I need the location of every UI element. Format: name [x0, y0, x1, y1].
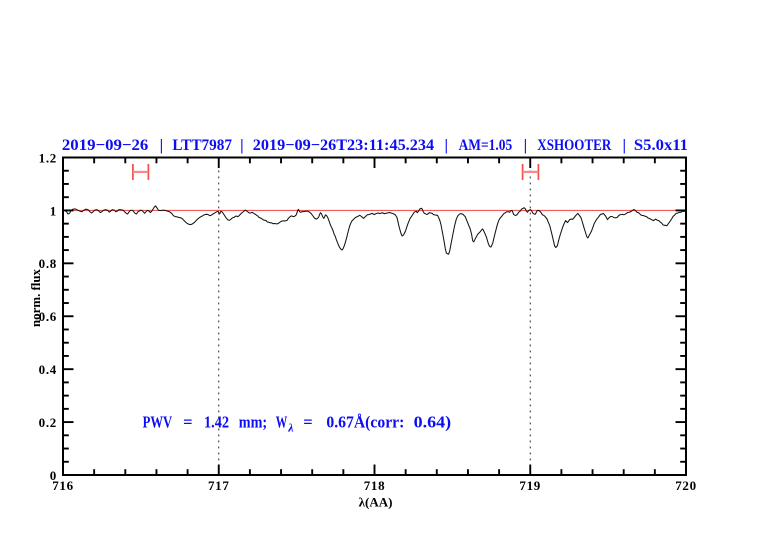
- svg-text:λ: λ: [287, 420, 294, 434]
- svg-text:AM=1.05: AM=1.05: [459, 137, 513, 154]
- svg-text:1: 1: [50, 203, 57, 218]
- svg-text:|: |: [240, 137, 244, 154]
- svg-text:2019−09−26: 2019−09−26: [62, 137, 148, 154]
- svg-text:W: W: [276, 413, 288, 432]
- svg-text:LTT7987: LTT7987: [172, 137, 232, 154]
- svg-text:=: =: [183, 413, 192, 432]
- svg-text:XSHOOTER: XSHOOTER: [537, 137, 611, 154]
- svg-text:2019−09−26T23:11:45.234: 2019−09−26T23:11:45.234: [253, 137, 434, 154]
- svg-text:|: |: [445, 137, 449, 154]
- svg-text:norm. flux: norm. flux: [28, 269, 43, 327]
- svg-text:PWV: PWV: [143, 413, 173, 432]
- svg-text:0.4: 0.4: [39, 362, 57, 377]
- svg-text:|: |: [524, 137, 528, 154]
- svg-text:716: 716: [52, 478, 74, 493]
- svg-text:718: 718: [364, 478, 386, 493]
- svg-text:=: =: [303, 413, 312, 432]
- svg-text:719: 719: [519, 478, 541, 493]
- svg-text:|: |: [160, 137, 164, 154]
- svg-text:0.64): 0.64): [414, 413, 452, 432]
- svg-text:S5.0x11: S5.0x11: [634, 137, 688, 154]
- svg-text:1.2: 1.2: [39, 150, 57, 165]
- svg-text:717: 717: [208, 478, 230, 493]
- svg-text:λ(AA): λ(AA): [359, 495, 393, 510]
- svg-text:720: 720: [675, 478, 697, 493]
- svg-text:0: 0: [50, 468, 57, 483]
- svg-text:mm;: mm;: [239, 413, 267, 432]
- svg-text:0.2: 0.2: [39, 415, 57, 430]
- svg-text:|: |: [623, 137, 627, 154]
- svg-text:0.8: 0.8: [39, 256, 57, 271]
- svg-text:0.6: 0.6: [39, 309, 57, 324]
- svg-text:0.67Å(corr:: 0.67Å(corr:: [326, 413, 404, 432]
- svg-text:1.42: 1.42: [204, 413, 229, 432]
